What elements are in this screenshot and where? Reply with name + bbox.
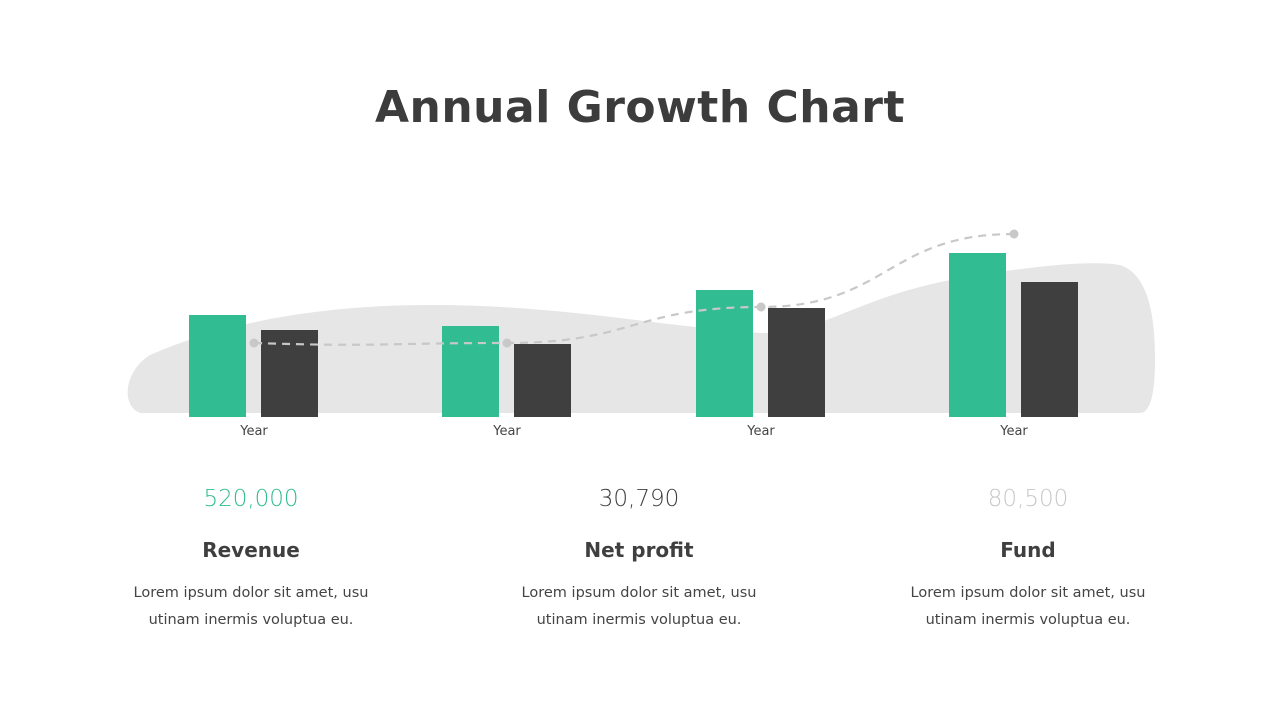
stat-label: Fund: [1000, 538, 1056, 562]
trend-point-3: [756, 302, 766, 312]
trend-line: [253, 232, 1015, 346]
stat-description: Lorem ipsum dolor sit amet, usu utinam in…: [489, 580, 789, 634]
trend-point-4: [1009, 229, 1019, 239]
bar-chart: Year Year Year Year: [127, 229, 1156, 439]
bar-series2-4: [1021, 282, 1078, 417]
bar-series1-3: [696, 290, 753, 417]
stat-value: 30,790: [598, 486, 680, 512]
desc-line: utinam inermis voluptua eu.: [148, 612, 354, 628]
trend-point-2: [502, 338, 512, 348]
stat-card-net-profit: 30,790 Net profit Lorem ipsum dolor sit …: [489, 486, 789, 634]
bar-series2-2: [514, 344, 571, 417]
stat-card-revenue: 520,000 Revenue Lorem ipsum dolor sit am…: [101, 486, 401, 634]
bar-series1-2: [442, 326, 499, 417]
stat-description: Lorem ipsum dolor sit amet, usu utinam in…: [878, 580, 1178, 634]
desc-line: utinam inermis voluptua eu.: [925, 612, 1131, 628]
desc-line: Lorem ipsum dolor sit amet, usu: [910, 585, 1146, 601]
stat-label: Revenue: [202, 538, 300, 562]
x-tick-label: Year: [492, 424, 521, 439]
bar-series1-4: [949, 253, 1006, 417]
stat-label: Net profit: [584, 538, 694, 562]
stat-card-fund: 80,500 Fund Lorem ipsum dolor sit amet, …: [878, 486, 1178, 634]
desc-line: utinam inermis voluptua eu.: [536, 612, 742, 628]
background-wave-shape: [127, 263, 1156, 413]
stat-value: 520,000: [203, 486, 299, 512]
x-tick-label: Year: [239, 424, 268, 439]
trend-point-1: [249, 338, 259, 348]
x-tick-label: Year: [999, 424, 1028, 439]
stat-value: 80,500: [987, 486, 1069, 512]
desc-line: Lorem ipsum dolor sit amet, usu: [133, 585, 369, 601]
bar-series2-3: [768, 308, 825, 417]
x-tick-label: Year: [746, 424, 775, 439]
desc-line: Lorem ipsum dolor sit amet, usu: [521, 585, 757, 601]
chart-title: Annual Growth Chart: [374, 82, 906, 133]
stat-description: Lorem ipsum dolor sit amet, usu utinam in…: [101, 580, 401, 634]
bar-series1-1: [189, 315, 246, 417]
